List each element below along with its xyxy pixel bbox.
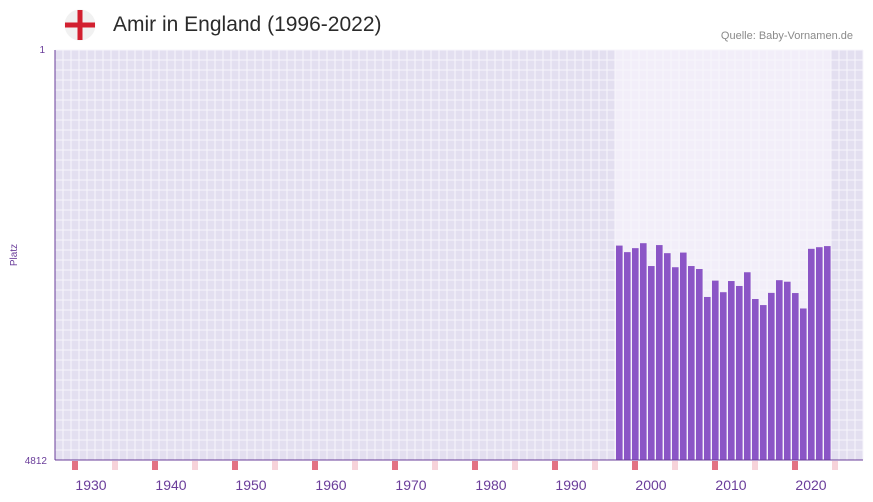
bar-2012 [744, 272, 751, 460]
bar-2009 [720, 292, 727, 460]
bar-2014 [760, 305, 767, 460]
x-tick-label-1960: 1960 [315, 477, 346, 493]
x-tick-label-1950: 1950 [235, 477, 266, 493]
x-tick-label-1970: 1970 [395, 477, 426, 493]
bar-1996 [616, 245, 623, 460]
y-axis-title: Platz [9, 244, 20, 266]
x-tick-label-1940: 1940 [155, 477, 186, 493]
bar-2021 [816, 247, 823, 460]
bar-2007 [704, 296, 711, 460]
bar-2019 [800, 308, 807, 460]
bar-2008 [712, 280, 719, 460]
bar-2013 [752, 299, 759, 460]
source-credit: Quelle: Baby-Vornamen.de [720, 30, 853, 42]
bar-2010 [728, 281, 735, 460]
bar-2017 [784, 281, 791, 460]
bar-2011 [736, 285, 743, 460]
header: Amir in England (1996-2022) Quelle: Baby… [0, 0, 873, 50]
decade-markers [72, 461, 838, 470]
decade-marker-2008 [712, 461, 718, 470]
chart-title: Amir in England (1996-2022) [113, 13, 382, 36]
y-tick-label-top: 1 [39, 45, 45, 56]
bar-2004 [680, 252, 687, 460]
mid-marker-1973 [432, 461, 438, 470]
decade-marker-1948 [232, 461, 238, 470]
decade-marker-2018 [792, 461, 798, 470]
bar-2005 [688, 266, 695, 460]
y-tick-label-bottom: 4812 [25, 456, 48, 467]
bar-2002 [664, 253, 671, 460]
bar-2006 [696, 269, 703, 460]
bar-2015 [768, 292, 775, 460]
decade-marker-1978 [472, 461, 478, 470]
bar-2018 [792, 293, 799, 460]
england-flag-icon [64, 9, 96, 41]
mid-marker-1983 [512, 461, 518, 470]
decade-marker-1988 [552, 461, 558, 470]
decade-marker-1998 [632, 461, 638, 470]
x-tick-label-2000: 2000 [635, 477, 666, 493]
bar-1997 [624, 252, 631, 460]
bar-2020 [808, 248, 815, 460]
x-tick-label-2020: 2020 [795, 477, 826, 493]
x-tick-label-1990: 1990 [555, 477, 586, 493]
mid-marker-2023 [832, 461, 838, 470]
bar-1998 [632, 248, 639, 460]
decade-marker-1928 [72, 461, 78, 470]
x-tick-label-2010: 2010 [715, 477, 746, 493]
mid-marker-2003 [672, 461, 678, 470]
mid-marker-1953 [272, 461, 278, 470]
mid-marker-2013 [752, 461, 758, 470]
bar-2003 [672, 267, 679, 460]
decade-marker-1938 [152, 461, 158, 470]
x-tick-label-1930: 1930 [75, 477, 106, 493]
mid-marker-1933 [112, 461, 118, 470]
bar-2000 [648, 266, 655, 460]
bar-2016 [776, 280, 783, 460]
mid-marker-1993 [592, 461, 598, 470]
mid-marker-1943 [192, 461, 198, 470]
decade-marker-1958 [312, 461, 318, 470]
bar-2022 [824, 246, 831, 460]
mid-marker-1963 [352, 461, 358, 470]
x-tick-labels: 1930 1940 1950 1960 1970 1980 1990 2000 2010 2020 [75, 477, 826, 493]
bar-2001 [656, 245, 663, 460]
decade-marker-1968 [392, 461, 398, 470]
bar-1999 [640, 243, 647, 460]
bar-series [616, 243, 831, 460]
x-tick-label-1980: 1980 [475, 477, 506, 493]
